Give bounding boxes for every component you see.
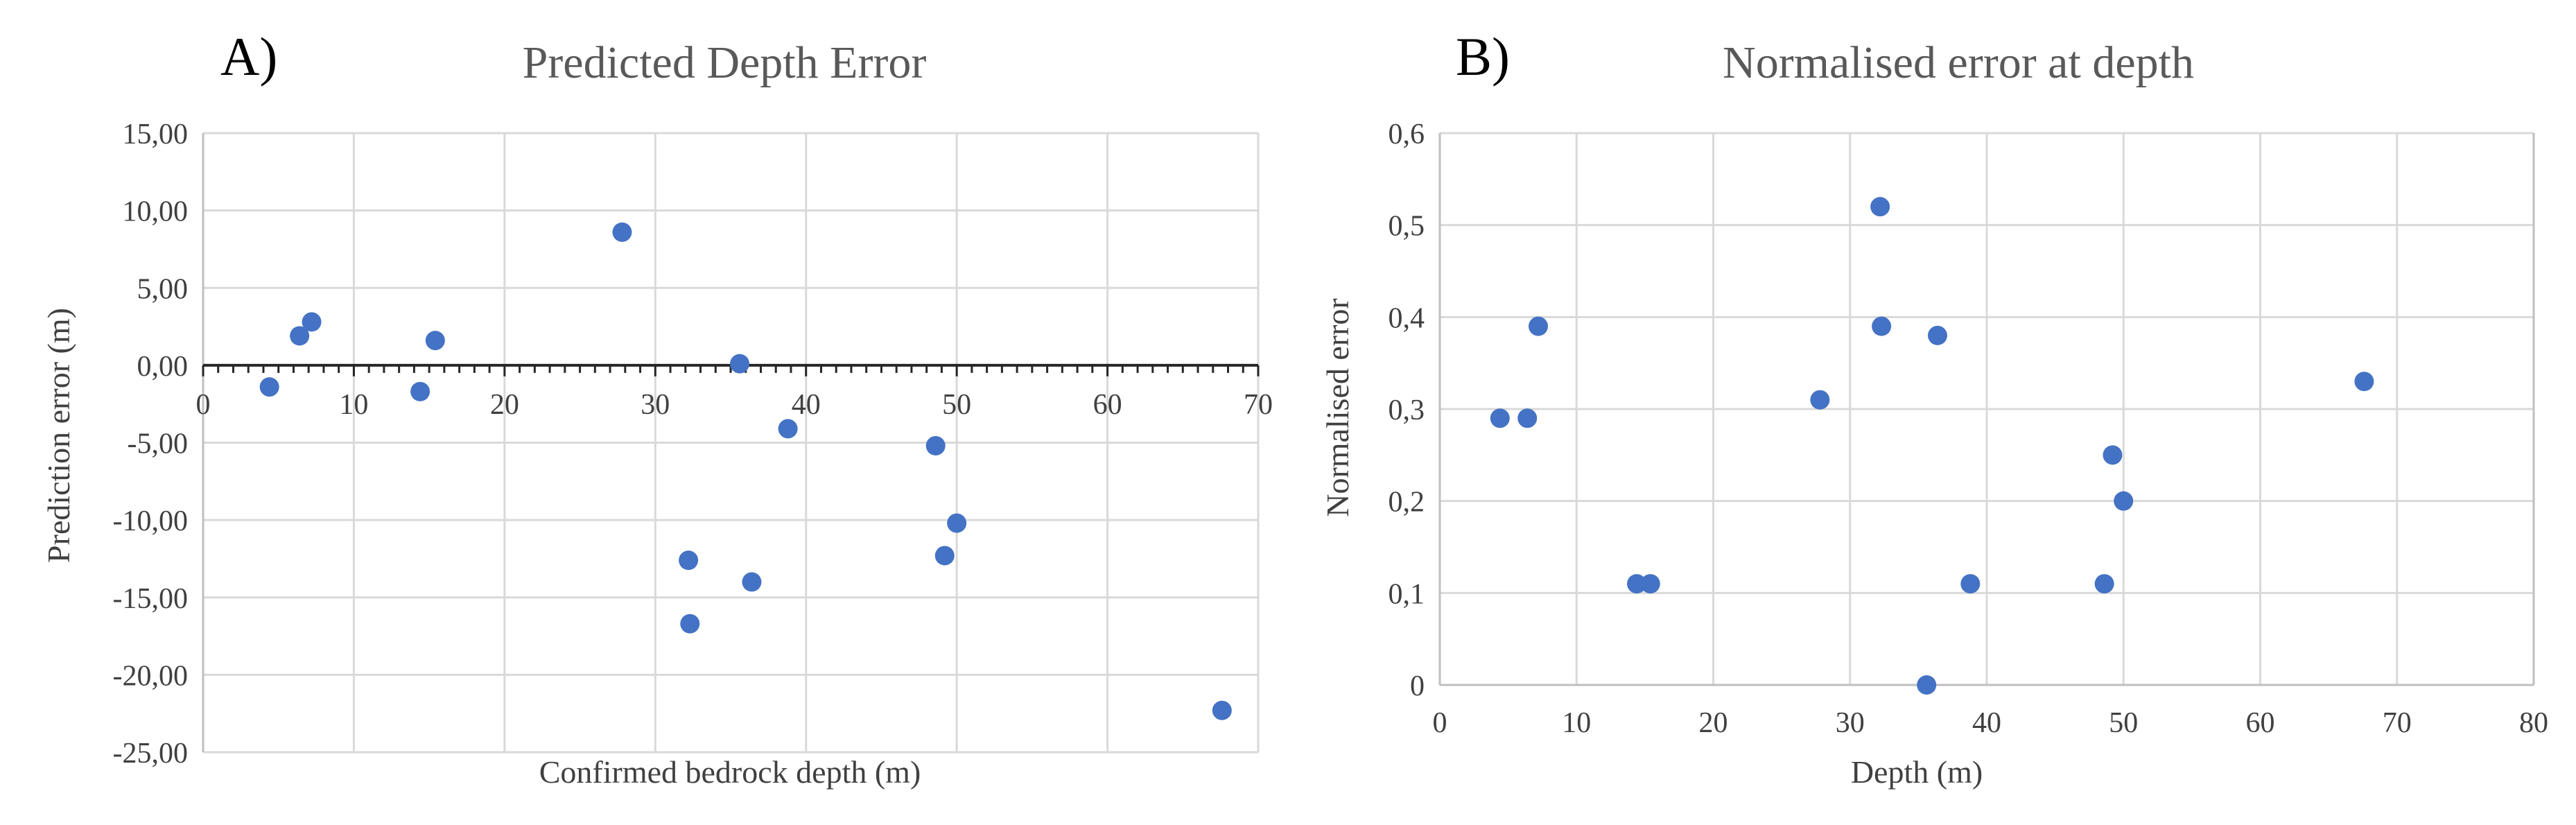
chart-b-x-tick-20: 20: [1699, 707, 1728, 739]
chart-a-y-tick-0: 0,00: [137, 351, 189, 383]
chart-b-axes: [1438, 133, 2535, 686]
chart-b-point-10: [1960, 574, 1981, 594]
chart-a-x-tick-10: 10: [339, 389, 368, 421]
chart-b: B) Normalised error at depth 0 10 20 30 …: [1320, 26, 2548, 790]
chart-b-title: Normalised error at depth: [1723, 37, 2194, 88]
chart-b-point-5: [1810, 390, 1830, 410]
chart-b-y-tick-0: 0: [1410, 670, 1425, 702]
chart-b-y-tick-0-3: 0,3: [1389, 394, 1425, 426]
chart-a-point-13: [947, 513, 967, 533]
chart-a-point-9: [742, 572, 762, 592]
chart-a: A) Predicted Depth Error 0 10 20 30 40 5…: [41, 26, 1273, 790]
chart-b-points: [1490, 197, 2374, 695]
chart-a-x-tick-labels: 0 10 20 30 40 50 60 70: [196, 389, 1273, 421]
chart-b-point-3: [1627, 574, 1647, 594]
chart-b-point-8: [1917, 675, 1937, 695]
chart-a-point-6: [679, 550, 699, 571]
chart-b-y-tick-0-6: 0,6: [1389, 119, 1425, 150]
chart-a-gridlines: [203, 132, 1260, 754]
chart-a-point-8: [730, 354, 750, 374]
chart-b-y-tick-0-2: 0,2: [1389, 487, 1425, 519]
chart-b-point-12: [2103, 445, 2123, 465]
chart-b-y-tick-0-1: 0,1: [1389, 578, 1425, 610]
chart-b-x-tick-70: 70: [2383, 707, 2412, 739]
chart-a-y-tick-minus10: -10,00: [113, 505, 189, 537]
chart-a-point-3: [410, 381, 430, 401]
chart-a-point-14: [1212, 700, 1232, 720]
chart-a-title: Predicted Depth Error: [523, 37, 927, 88]
chart-b-x-tick-60: 60: [2246, 707, 2275, 739]
chart-b-point-6: [1870, 197, 1890, 217]
chart-a-point-10: [778, 419, 798, 439]
chart-a-x-tick-30: 30: [641, 389, 670, 421]
chart-b-point-13: [2114, 491, 2134, 511]
chart-a-x-tick-40: 40: [792, 389, 821, 421]
chart-b-x-tick-40: 40: [1972, 707, 2001, 739]
chart-a-x-tick-0: 0: [196, 389, 211, 421]
chart-b-point-4: [1640, 574, 1660, 594]
chart-b-panel-label: B): [1456, 26, 1510, 87]
chart-a-y-tick-10: 10,00: [123, 196, 189, 228]
chart-a-y-axis-label: Prediction error (m): [41, 308, 76, 563]
chart-a-point-7: [680, 614, 700, 634]
chart-a-point-5: [612, 222, 632, 242]
chart-a-x-tick-60: 60: [1093, 389, 1122, 421]
chart-b-point-7: [1872, 316, 1892, 336]
chart-a-y-tick-15: 15,00: [123, 119, 189, 150]
chart-a-y-tick-minus20: -20,00: [113, 660, 189, 692]
chart-a-y-tick-labels: 15,00 10,00 5,00 0,00 -5,00 -10,00 -15,0…: [113, 119, 189, 770]
chart-b-x-tick-50: 50: [2109, 707, 2138, 739]
chart-a-point-1: [290, 326, 310, 346]
chart-a-point-2: [302, 312, 322, 332]
chart-a-x-tick-70: 70: [1244, 389, 1273, 421]
chart-b-x-tick-labels: 0 10 20 30 40 50 60 70 80: [1433, 707, 2549, 739]
chart-b-x-tick-30: 30: [1836, 707, 1865, 739]
chart-b-point-2: [1529, 316, 1549, 336]
chart-b-point-9: [1927, 325, 1947, 345]
chart-a-x-tick-20: 20: [490, 389, 519, 421]
chart-a-panel-label: A): [220, 26, 277, 87]
chart-b-gridlines: [1440, 132, 2534, 686]
chart-a-point-4: [425, 331, 445, 351]
chart-a-point-11: [925, 435, 946, 455]
chart-b-y-axis-label: Normalised error: [1320, 298, 1355, 517]
chart-a-y-tick-minus5: -5,00: [128, 428, 189, 460]
chart-b-x-axis-label: Depth (m): [1851, 754, 1983, 790]
chart-b-point-14: [2354, 372, 2374, 392]
chart-a-x-axis-label: Confirmed bedrock depth (m): [539, 754, 921, 790]
chart-b-y-tick-0-4: 0,4: [1389, 302, 1425, 334]
chart-b-x-tick-10: 10: [1562, 707, 1591, 739]
chart-b-x-tick-0: 0: [1433, 707, 1447, 739]
chart-a-y-tick-minus15: -15,00: [113, 583, 189, 615]
chart-a-y-tick-5: 5,00: [137, 273, 189, 305]
chart-b-x-tick-80: 80: [2519, 707, 2548, 739]
chart-b-point-1: [1517, 408, 1538, 428]
chart-a-point-12: [934, 546, 955, 566]
chart-b-point-11: [2094, 574, 2114, 594]
chart-b-y-tick-0-5: 0,5: [1389, 211, 1425, 243]
chart-a-y-tick-minus25: -25,00: [113, 738, 189, 770]
chart-a-x-tick-50: 50: [942, 389, 971, 421]
chart-b-point-0: [1490, 408, 1510, 428]
chart-b-y-tick-labels: 0,6 0,5 0,4 0,3 0,2 0,1 0: [1389, 119, 1425, 702]
chart-a-point-0: [259, 377, 279, 397]
chart-a-points: [259, 222, 1232, 720]
